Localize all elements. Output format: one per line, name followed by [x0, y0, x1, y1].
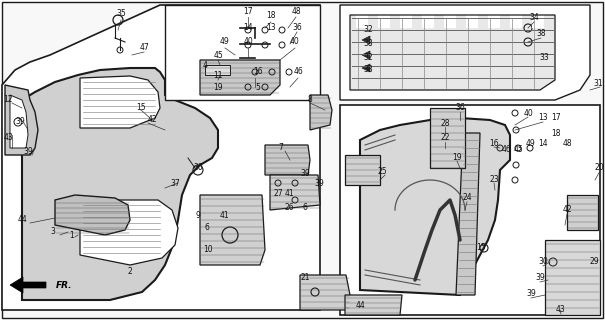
Polygon shape: [80, 76, 160, 128]
Text: 12: 12: [3, 95, 13, 105]
Polygon shape: [360, 118, 510, 295]
Polygon shape: [340, 105, 600, 315]
Text: 30: 30: [538, 258, 548, 267]
Polygon shape: [430, 108, 465, 168]
Text: 24: 24: [462, 194, 472, 203]
Text: 40: 40: [523, 108, 533, 117]
Text: 39: 39: [15, 116, 25, 125]
Text: 36: 36: [292, 22, 302, 31]
Text: 2: 2: [128, 268, 132, 276]
Polygon shape: [567, 195, 598, 230]
Polygon shape: [456, 133, 480, 295]
Polygon shape: [205, 65, 230, 75]
Text: 49: 49: [526, 140, 536, 148]
Text: 40: 40: [243, 37, 253, 46]
Polygon shape: [300, 275, 350, 310]
Text: 41: 41: [284, 188, 294, 197]
Text: 39: 39: [23, 148, 33, 156]
Text: 17: 17: [243, 7, 253, 17]
Text: 17: 17: [551, 114, 561, 123]
Text: 16: 16: [253, 68, 263, 76]
Text: 21: 21: [300, 274, 310, 283]
Text: 20: 20: [594, 164, 604, 172]
Polygon shape: [362, 64, 370, 72]
Text: 26: 26: [284, 204, 294, 212]
Polygon shape: [5, 85, 38, 155]
Text: 39: 39: [526, 290, 536, 299]
Text: 15: 15: [476, 243, 486, 252]
Polygon shape: [200, 195, 265, 265]
Polygon shape: [270, 175, 320, 210]
Text: 16: 16: [489, 139, 499, 148]
Text: 44: 44: [355, 300, 365, 309]
Polygon shape: [362, 36, 370, 44]
Text: 42: 42: [562, 205, 572, 214]
Text: 32: 32: [363, 53, 373, 62]
Text: 37: 37: [170, 179, 180, 188]
Polygon shape: [2, 5, 320, 310]
Polygon shape: [340, 5, 590, 100]
Polygon shape: [80, 200, 178, 265]
Text: 48: 48: [291, 7, 301, 17]
Text: 42: 42: [147, 116, 157, 124]
Text: 34: 34: [529, 13, 539, 22]
Text: 38: 38: [536, 29, 546, 38]
Text: 32: 32: [363, 26, 373, 35]
Polygon shape: [362, 51, 370, 59]
Text: 23: 23: [489, 175, 499, 185]
Text: 41: 41: [219, 211, 229, 220]
Polygon shape: [55, 195, 130, 235]
Polygon shape: [310, 95, 332, 130]
Text: 22: 22: [440, 133, 450, 142]
Text: 4: 4: [203, 60, 208, 69]
Text: 35: 35: [116, 9, 126, 18]
Text: 19: 19: [452, 153, 462, 162]
Text: 27: 27: [273, 188, 283, 197]
Polygon shape: [265, 145, 310, 175]
Polygon shape: [345, 155, 380, 185]
Text: 6: 6: [302, 204, 307, 212]
Text: 36: 36: [455, 103, 465, 113]
Polygon shape: [10, 277, 46, 293]
Text: 6: 6: [204, 223, 209, 233]
Text: 38: 38: [363, 38, 373, 47]
Text: 46: 46: [502, 146, 512, 155]
Text: 38: 38: [363, 66, 373, 75]
Text: 29: 29: [589, 258, 599, 267]
Text: 15: 15: [136, 102, 146, 111]
Text: 28: 28: [440, 118, 450, 127]
Text: FR.: FR.: [56, 281, 73, 290]
Text: 43: 43: [556, 306, 566, 315]
Text: 10: 10: [203, 245, 213, 254]
Text: 48: 48: [562, 140, 572, 148]
Text: 49: 49: [220, 37, 230, 46]
Text: 45: 45: [514, 146, 524, 155]
Text: 39: 39: [535, 274, 545, 283]
Polygon shape: [10, 95, 28, 148]
Polygon shape: [22, 68, 218, 300]
Text: 47: 47: [139, 44, 149, 52]
Polygon shape: [200, 60, 280, 95]
Text: 45: 45: [213, 51, 223, 60]
Text: 39: 39: [300, 170, 310, 179]
Text: 3: 3: [51, 228, 56, 236]
Text: 18: 18: [551, 130, 561, 139]
Text: 13: 13: [266, 23, 276, 33]
Text: 40: 40: [290, 37, 300, 46]
Text: 46: 46: [293, 68, 303, 76]
Text: 33: 33: [539, 53, 549, 62]
Text: 14: 14: [538, 140, 548, 148]
Text: 11: 11: [213, 70, 223, 79]
Text: 39: 39: [314, 179, 324, 188]
Text: 1: 1: [70, 230, 74, 239]
Text: 19: 19: [213, 83, 223, 92]
Text: 14: 14: [243, 23, 253, 33]
Text: 7: 7: [278, 143, 283, 153]
Text: 44: 44: [17, 215, 27, 225]
Text: 9: 9: [195, 211, 200, 220]
Text: 25: 25: [377, 167, 387, 177]
Polygon shape: [545, 240, 600, 315]
Text: 18: 18: [266, 12, 276, 20]
Text: 5: 5: [255, 83, 260, 92]
